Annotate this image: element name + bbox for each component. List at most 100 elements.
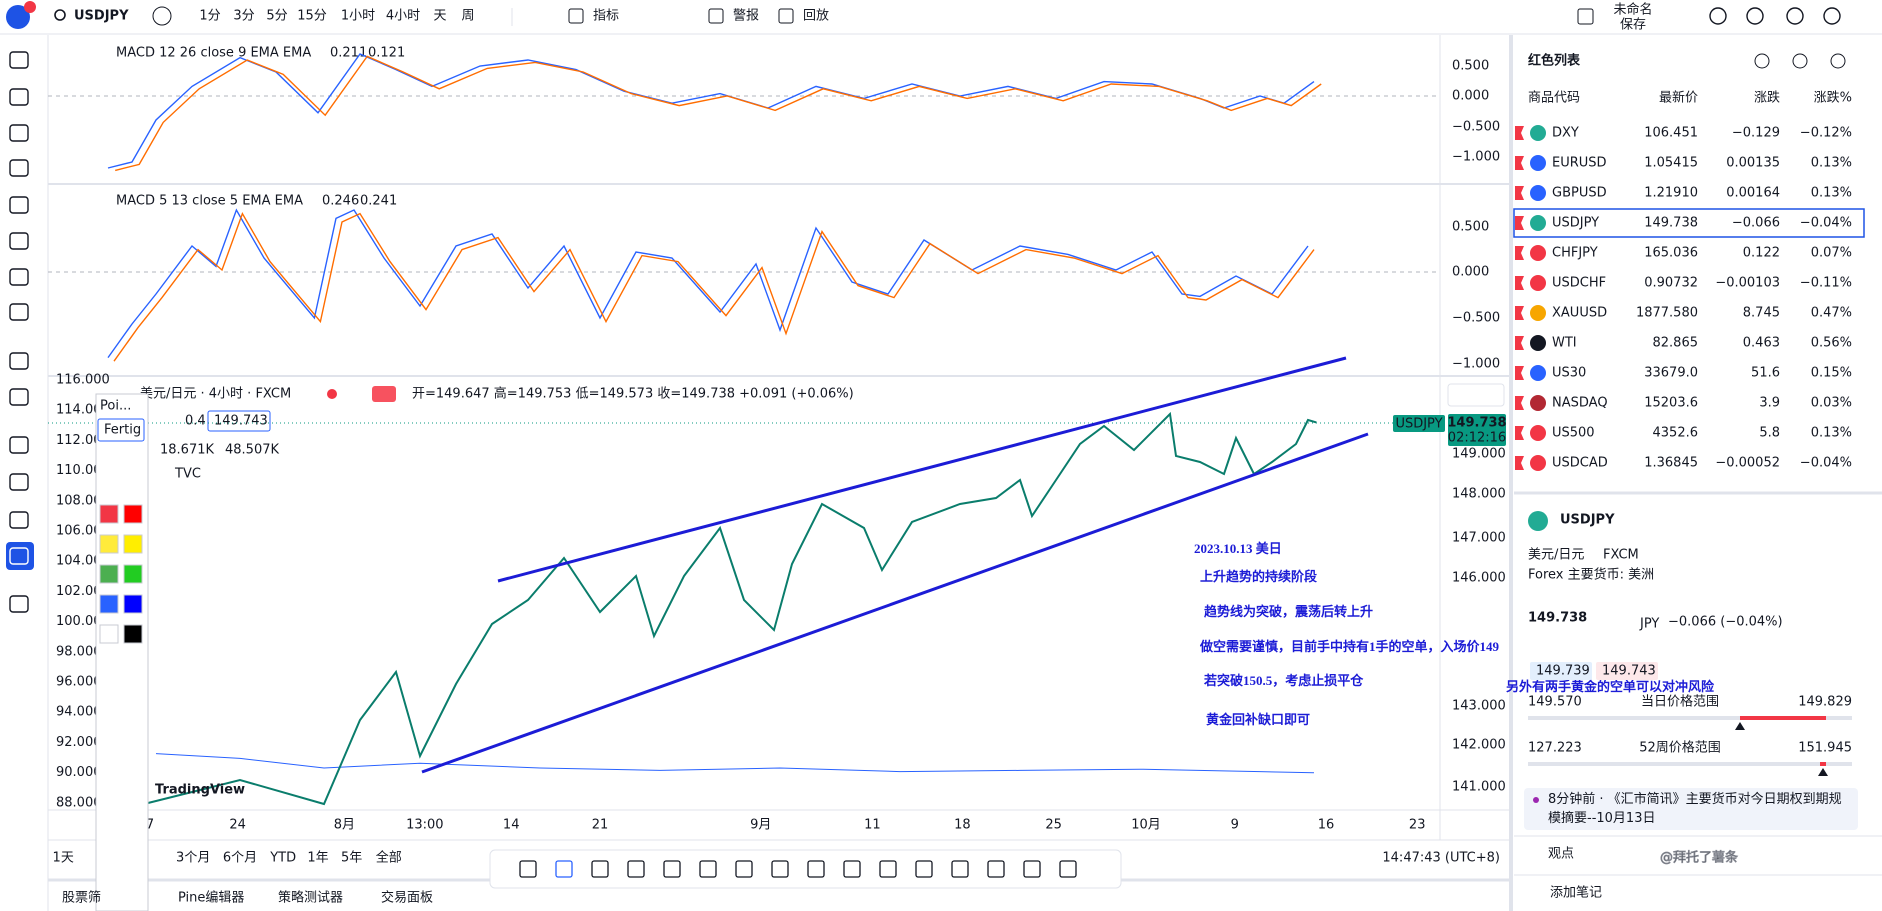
drawing-bar-icon[interactable] (627, 860, 645, 878)
toolbar-button[interactable]: 回放 (803, 9, 829, 24)
drawing-bar-icon[interactable] (951, 860, 969, 878)
symbol-search[interactable]: USDJPY (74, 9, 129, 24)
drawing-bar-icon[interactable] (879, 860, 897, 878)
drawing-bar-icon[interactable] (591, 860, 609, 878)
tool-icon[interactable] (9, 352, 29, 370)
drawing-bar-icon[interactable] (555, 860, 573, 878)
news-item[interactable]: 8分钟前 · 《汇市简讯》主要货币对今日期权到期规模摘要--10月13日 (1548, 790, 1854, 830)
watchlist-cell: −0.00103 (1715, 276, 1780, 291)
drawing-bar-icon[interactable] (771, 860, 789, 878)
tool-icon[interactable] (9, 388, 29, 406)
drawing-bar-icon[interactable] (1059, 860, 1077, 878)
detail-icon (1528, 511, 1548, 531)
watchlist-cell[interactable]: CHFJPY (1552, 246, 1598, 261)
watchlist-cell: −0.129 (1732, 126, 1780, 141)
color-swatch (99, 534, 119, 554)
drawing-bar-icon[interactable] (663, 860, 681, 878)
bottom-tab[interactable]: 策略测试器 (278, 890, 343, 906)
tool-icon[interactable] (9, 88, 29, 106)
watchlist-cell[interactable]: XAUUSD (1552, 306, 1607, 321)
drawing-bar-icon[interactable] (1023, 860, 1041, 878)
tool-icon[interactable] (9, 51, 29, 69)
bottom-tab[interactable]: 股票筛 (62, 891, 101, 906)
popup-button-label[interactable]: Fertig (104, 423, 141, 438)
toolbar-button[interactable]: 警报 (733, 8, 759, 24)
interval-button[interactable]: 1小时 (341, 9, 375, 24)
column-header: 涨跌 (1754, 90, 1780, 106)
range-button[interactable]: 5年 (341, 851, 362, 866)
drawing-bar-icon[interactable] (735, 860, 753, 878)
interval-button[interactable]: 天 (433, 9, 446, 24)
toolbar-icon[interactable] (1823, 7, 1841, 25)
news-text[interactable]: 8分钟前 · 《汇市简讯》主要货币对今日期权到期规模摘要--10月13日 (1548, 792, 1842, 826)
watchlist-cell[interactable]: DXY (1552, 126, 1579, 141)
watchlist-cell[interactable]: US500 (1552, 426, 1595, 441)
price-axis-label: 142.000 (1452, 738, 1506, 753)
interval-button[interactable]: 4小时 (386, 9, 420, 24)
watchlist-cell[interactable]: GBPUSD (1552, 186, 1607, 201)
tool-icon[interactable] (9, 595, 29, 613)
ideas-link[interactable]: 观点 (1548, 847, 1574, 862)
button-icon (778, 8, 794, 24)
add-symbol[interactable] (152, 6, 172, 26)
watchlist-cell[interactable]: US30 (1552, 366, 1586, 381)
interval-button[interactable]: 15分 (297, 9, 327, 24)
symbol-icon (1530, 365, 1546, 381)
tool-icon[interactable] (9, 232, 29, 250)
volume-value: 18.671K (160, 443, 214, 458)
bottom-tab[interactable]: Pine编辑器 (178, 891, 244, 906)
interval-button[interactable]: 1分 (199, 9, 220, 24)
toolbar-icon[interactable] (1786, 7, 1804, 25)
interval-button[interactable]: 3分 (233, 9, 254, 24)
macd-line (107, 208, 1309, 359)
drawing-bar-icon[interactable] (843, 860, 861, 878)
watchlist-cell[interactable]: WTI (1552, 336, 1577, 351)
range-button[interactable]: 全部 (376, 850, 402, 866)
bid-box (1530, 662, 1592, 680)
watchlist-icon[interactable] (1792, 53, 1808, 69)
watchlist-cell[interactable]: USDCHF (1552, 276, 1606, 291)
layout-name[interactable]: 未命名 (1613, 2, 1652, 18)
range-button[interactable]: 6个月 (223, 851, 257, 866)
watchlist-cell: 1877.580 (1636, 306, 1698, 321)
drawing-bar-icon[interactable] (807, 860, 825, 878)
tool-icon[interactable] (9, 196, 29, 214)
symbol-icon (1530, 215, 1546, 231)
tool-icon[interactable] (9, 511, 29, 529)
interval-button[interactable]: 周 (461, 9, 474, 24)
tool-icon[interactable] (6, 542, 34, 570)
range-button[interactable]: 1天 (53, 851, 74, 866)
tool-icon[interactable] (9, 436, 29, 454)
drawing-bar-icon[interactable] (699, 860, 717, 878)
drawing-bar-icon[interactable] (915, 860, 933, 878)
drawing-bar-icon[interactable] (519, 860, 537, 878)
range-button[interactable]: YTD (269, 851, 296, 866)
watchlist-cell[interactable]: USDCAD (1552, 456, 1608, 471)
watchlist-cell: −0.066 (1732, 216, 1780, 231)
tool-icon[interactable] (9, 303, 29, 321)
watchlist-cell: −0.12% (1800, 126, 1852, 141)
drawing-bar-icon[interactable] (987, 860, 1005, 878)
tool-icon[interactable] (9, 124, 29, 142)
toolbar-icon[interactable] (1709, 7, 1727, 25)
tool-glyph (9, 51, 29, 69)
watchlist-cell[interactable]: NASDAQ (1552, 396, 1608, 411)
tool-glyph (9, 159, 29, 177)
watchlist-icon[interactable] (1830, 53, 1846, 69)
tool-icon[interactable] (9, 473, 29, 491)
watchlist-icon[interactable] (1754, 53, 1770, 69)
watchlist-title[interactable]: 红色列表 (1528, 53, 1581, 69)
interval-button[interactable]: 5分 (266, 9, 287, 24)
tool-glyph (9, 595, 29, 613)
tool-icon[interactable] (9, 268, 29, 286)
toolbar-button[interactable]: 指标 (593, 9, 619, 24)
bottom-tab[interactable]: 交易面板 (381, 890, 433, 906)
tool-icon[interactable] (9, 159, 29, 177)
notes-link[interactable]: 添加笔记 (1550, 885, 1602, 901)
watchlist-cell[interactable]: EURUSD (1552, 156, 1607, 171)
color-swatch (99, 504, 119, 524)
watchlist-cell[interactable]: USDJPY (1552, 216, 1599, 231)
range-button[interactable]: 1年 (307, 851, 328, 866)
range-button[interactable]: 3个月 (176, 851, 210, 866)
toolbar-icon[interactable] (1746, 7, 1764, 25)
